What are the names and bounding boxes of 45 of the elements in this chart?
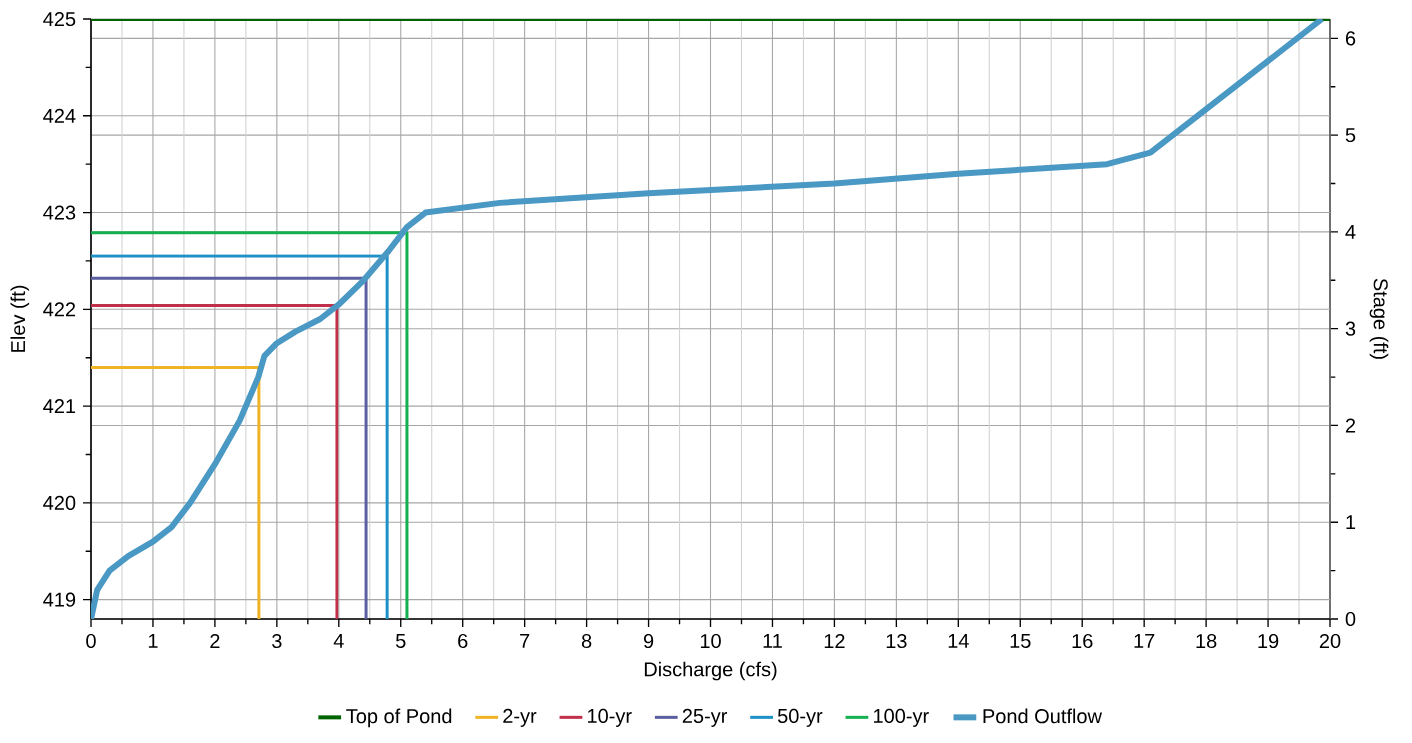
x-tick-label: 0 bbox=[86, 633, 96, 649]
x-tick-label: 11 bbox=[763, 633, 782, 648]
y2-tick-label: 5 bbox=[1345, 128, 1356, 143]
y-axis-title: Elev (ft) bbox=[10, 285, 30, 352]
y2-tick-label: 6 bbox=[1345, 31, 1356, 46]
x-tick-label: 15 bbox=[1010, 633, 1031, 648]
x-tick-label: 17 bbox=[1134, 633, 1155, 648]
x-tick-label: 1 bbox=[148, 633, 158, 648]
x-tick-label: 12 bbox=[824, 633, 845, 648]
legend-label: 2-yr bbox=[503, 708, 537, 727]
x-tick-label: 14 bbox=[948, 633, 969, 648]
y2-tick-label: 4 bbox=[1345, 225, 1356, 239]
x-tick-label: 8 bbox=[581, 633, 592, 649]
y2-tick-label: 1 bbox=[1346, 515, 1356, 530]
legend-label: Top of Pond bbox=[346, 708, 452, 728]
x-tick-label: 18 bbox=[1196, 633, 1217, 649]
x-tick-label: 5 bbox=[395, 633, 406, 648]
x-tick-label: 4 bbox=[333, 633, 344, 648]
legend-label: 50-yr bbox=[777, 708, 823, 727]
x-tick-label: 6 bbox=[458, 633, 468, 649]
y-tick-label: 425 bbox=[43, 11, 76, 27]
y-tick-label: 423 bbox=[43, 205, 76, 220]
x-tick-label: 10 bbox=[700, 633, 721, 649]
x-axis-title: Discharge (cfs) bbox=[644, 661, 777, 681]
y2-tick-label: 2 bbox=[1345, 418, 1356, 433]
y2-axis-title: Stage (ft) bbox=[1369, 278, 1389, 359]
x-tick-label: 7 bbox=[520, 633, 530, 648]
x-tick-label: 3 bbox=[272, 633, 282, 649]
y-tick-label: 421 bbox=[43, 399, 76, 414]
y2-tick-label: 3 bbox=[1345, 321, 1356, 336]
x-tick-label: 19 bbox=[1258, 633, 1279, 649]
legend-label: 25-yr bbox=[682, 708, 728, 727]
x-tick-label: 13 bbox=[886, 633, 907, 649]
y-tick-label: 422 bbox=[43, 302, 76, 317]
y2-tick-label: 0 bbox=[1345, 611, 1356, 627]
legend-label: 100-yr bbox=[874, 708, 929, 727]
y-tick-label: 424 bbox=[43, 108, 76, 123]
x-tick-label: 2 bbox=[210, 633, 220, 648]
x-tick-label: 20 bbox=[1319, 633, 1341, 649]
y-tick-label: 419 bbox=[43, 592, 76, 607]
legend-label: Pond Outflow bbox=[983, 708, 1103, 724]
x-tick-label: 16 bbox=[1072, 633, 1093, 649]
legend-label: 10-yr bbox=[588, 708, 632, 727]
x-tick-label: 9 bbox=[643, 633, 654, 649]
y-tick-label: 420 bbox=[43, 495, 76, 510]
